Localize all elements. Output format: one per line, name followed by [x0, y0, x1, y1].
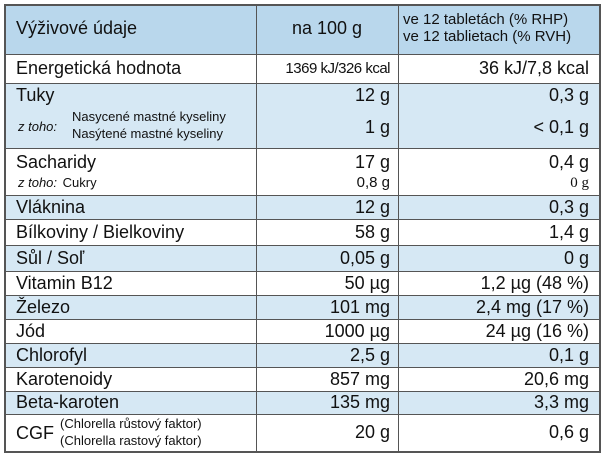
label-sugars: z toho: Cukry	[18, 175, 97, 190]
header-per-100g: na 100 g	[291, 18, 363, 38]
carbs-per-12: 0,4 g	[548, 152, 589, 172]
label-fibre: Vláknina	[16, 197, 86, 217]
carbs-per-100g: 17 g	[354, 152, 390, 172]
fat-per-100g: 12 g	[354, 85, 390, 105]
protein-per-100g: 58 g	[354, 222, 390, 242]
row-energy: Energetická hodnota 1369 kJ/326 kcal 36 …	[6, 54, 599, 83]
carotenoids-per-100g: 857 mg	[329, 369, 390, 389]
row-salt: Sůl / Soľ 0,05 g 0 g	[6, 245, 599, 271]
row-carbohydrates: Sacharidy 17 g 0,4 g z toho: Cukry 0,8 g…	[6, 148, 599, 195]
iodine-per-12: 24 µg (16 %)	[485, 321, 589, 341]
sugars-per-100g: 0,8 g	[356, 174, 390, 191]
label-cgf: CGF (Chlorella růstový faktor) (Chlorell…	[16, 416, 202, 448]
cgf-per-100g: 20 g	[354, 422, 390, 442]
chlorophyll-per-12: 0,1 g	[548, 345, 589, 365]
row-iodine: Jód 1000 µg 24 µg (16 %)	[6, 319, 599, 343]
b12-per-12: 1,2 µg (48 %)	[480, 273, 589, 293]
label-salt: Sůl / Soľ	[16, 248, 85, 268]
label-beta-carotene: Beta-karoten	[16, 392, 120, 412]
fibre-per-100g: 12 g	[354, 197, 390, 217]
row-iron: Železo 101 mg 2,4 mg (17 %)	[6, 295, 599, 319]
row-fibre: Vláknina 12 g 0,3 g	[6, 195, 599, 219]
label-carotenoids: Karotenoidy	[16, 369, 113, 389]
chlorophyll-per-100g: 2,5 g	[349, 345, 390, 365]
label-iron: Železo	[16, 297, 71, 317]
row-vitamin-b12: Vitamin B12 50 µg 1,2 µg (48 %)	[6, 271, 599, 295]
sugars-per-12: 0 g	[570, 175, 589, 191]
nutrition-table: Výživové údaje na 100 g ve 12 tabletách …	[4, 4, 601, 453]
header-per-12-tablets: ve 12 tabletách (% RHP) ve 12 tablietach…	[403, 11, 572, 45]
saturates-per-100g: 1 g	[364, 117, 390, 137]
row-chlorophyll: Chlorofyl 2,5 g 0,1 g	[6, 343, 599, 367]
header-nutrition: Výživové údaje	[16, 18, 138, 38]
column-divider-1	[256, 6, 257, 451]
b12-per-100g: 50 µg	[344, 273, 390, 293]
fat-per-12: 0,3 g	[548, 85, 589, 105]
column-divider-2	[398, 6, 399, 451]
fibre-per-12: 0,3 g	[548, 197, 589, 217]
label-protein: Bílkoviny / Bielkoviny	[16, 222, 185, 242]
cgf-per-12: 0,6 g	[548, 422, 589, 442]
iron-per-100g: 101 mg	[329, 297, 390, 317]
label-saturates: z toho: Nasycené mastné kyseliny Nasýten…	[18, 109, 226, 141]
salt-per-100g: 0,05 g	[339, 248, 390, 268]
protein-per-12: 1,4 g	[548, 222, 589, 242]
table-header: Výživové údaje na 100 g ve 12 tabletách …	[6, 6, 599, 54]
carotenoids-per-12: 20,6 mg	[523, 369, 589, 389]
label-iodine: Jód	[16, 321, 46, 341]
iron-per-12: 2,4 mg (17 %)	[475, 297, 589, 317]
label-vitamin-b12: Vitamin B12	[16, 273, 113, 293]
salt-per-12: 0 g	[563, 248, 589, 268]
label-fat: Tuky	[16, 85, 55, 105]
saturates-per-12: < 0,1 g	[533, 117, 589, 137]
row-fat: Tuky 12 g 0,3 g z toho: Nasycené mastné …	[6, 83, 599, 148]
label-chlorophyll: Chlorofyl	[16, 345, 88, 365]
energy-per-100g: 1369 kJ/326 kcal	[285, 60, 390, 77]
betacarotene-per-100g: 135 mg	[329, 392, 390, 412]
row-protein: Bílkoviny / Bielkoviny 58 g 1,4 g	[6, 219, 599, 245]
row-carotenoids: Karotenoidy 857 mg 20,6 mg	[6, 367, 599, 391]
label-energy: Energetická hodnota	[16, 58, 182, 78]
row-beta-carotene: Beta-karoten 135 mg 3,3 mg	[6, 391, 599, 414]
betacarotene-per-12: 3,3 mg	[533, 392, 589, 412]
label-carbohydrates: Sacharidy	[16, 152, 97, 172]
row-cgf: CGF (Chlorella růstový faktor) (Chlorell…	[6, 414, 599, 451]
iodine-per-100g: 1000 µg	[324, 321, 390, 341]
energy-per-12: 36 kJ/7,8 kcal	[478, 58, 589, 78]
